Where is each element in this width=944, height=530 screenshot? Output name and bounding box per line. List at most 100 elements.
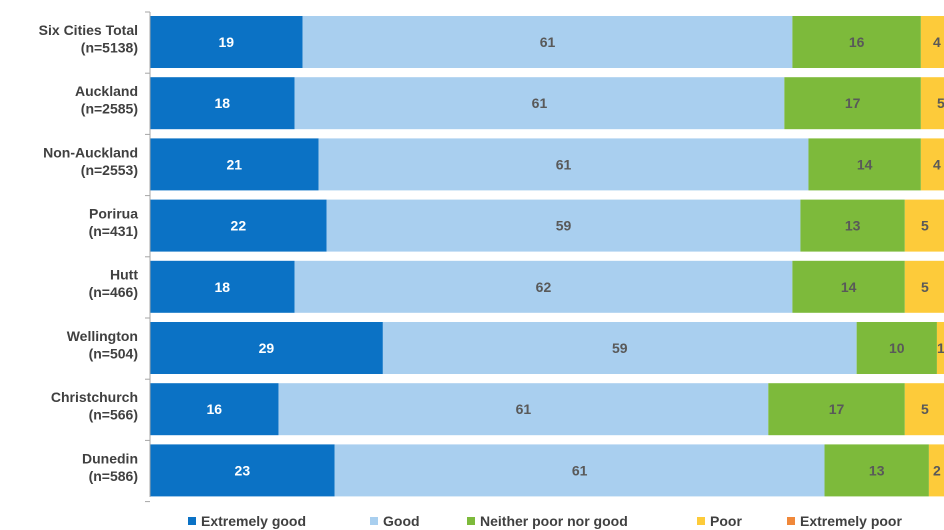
category-label-christchurch: Christchurch (n=566): [51, 389, 138, 423]
category-label-line: Dunedin: [82, 450, 138, 466]
bar-poor-six-cities-total: [920, 16, 944, 68]
bar-good-christchurch: [278, 383, 769, 436]
data-labels-layer: 19 61 16 418 61 17 521 61 14 422 59 13 518 62 14 529 59 1…: [206, 34, 944, 478]
data-label-extremely-good-auckland: 18: [214, 95, 230, 111]
bar-good-non-auckland: [318, 138, 809, 191]
bar-poor-non-auckland: [920, 138, 944, 191]
category-label-line: Auckland: [75, 83, 138, 99]
data-label-poor-wellington: 1: [937, 340, 944, 356]
category-label-hutt: Hutt (n=466): [89, 267, 139, 301]
bar-poor-hutt: [904, 260, 944, 313]
data-label-poor-christchurch: 5: [921, 401, 929, 417]
legend-swatch-extremely-poor: [787, 517, 795, 525]
data-label-good-porirua: 59: [556, 218, 572, 234]
category-label-line: Porirua: [89, 206, 138, 222]
category-label-line: (n=566): [89, 407, 138, 423]
category-label-porirua: Porirua (n=431): [89, 206, 139, 240]
category-label-six-cities-total: Six Cities Total (n=5138): [39, 22, 138, 56]
legend-swatch-neither-poor-nor-good: [467, 517, 475, 525]
bar-extremely-good-six-cities-total: [150, 16, 303, 68]
category-label-line: Hutt: [110, 267, 138, 283]
bar-neither-poor-nor-good-christchurch: [768, 383, 905, 436]
data-label-poor-porirua: 5: [921, 218, 929, 234]
bars-layer: [150, 16, 944, 497]
data-label-poor-non-auckland: 4: [933, 156, 941, 172]
data-label-good-wellington: 59: [612, 340, 628, 356]
data-label-neither-poor-nor-good-christchurch: 17: [829, 401, 845, 417]
data-label-extremely-good-porirua: 22: [231, 218, 247, 234]
y-axis: Six Cities Total (n=5138) Auckland (n=2585)…: [39, 11, 151, 503]
data-label-extremely-good-hutt: 18: [214, 279, 230, 295]
category-label-line: Wellington: [67, 328, 138, 344]
category-label-line: (n=504): [89, 345, 138, 361]
data-label-good-six-cities-total: 61: [540, 34, 556, 50]
data-label-good-non-auckland: 61: [556, 156, 572, 172]
data-label-good-hutt: 62: [536, 279, 552, 295]
bar-neither-poor-nor-good-wellington: [856, 322, 937, 374]
data-label-neither-poor-nor-good-non-auckland: 14: [857, 156, 873, 172]
bar-neither-poor-nor-good-dunedin: [824, 444, 929, 497]
bar-neither-poor-nor-good-non-auckland: [808, 138, 921, 191]
category-label-line: (n=5138): [81, 39, 138, 55]
category-label-line: (n=431): [89, 223, 138, 239]
category-label-line: Non-Auckland: [43, 144, 138, 160]
category-label-auckland: Auckland (n=2585): [75, 83, 138, 117]
data-label-extremely-good-wellington: 29: [259, 340, 275, 356]
data-label-poor-hutt: 5: [921, 279, 929, 295]
category-label-line: (n=466): [89, 284, 138, 300]
bar-good-dunedin: [334, 444, 825, 497]
category-label-line: (n=2585): [81, 101, 138, 117]
bar-neither-poor-nor-good-six-cities-total: [792, 16, 921, 68]
data-label-good-auckland: 61: [532, 95, 548, 111]
bar-good-auckland: [294, 77, 785, 130]
bar-poor-auckland: [920, 77, 944, 130]
data-label-neither-poor-nor-good-porirua: 13: [845, 218, 861, 234]
data-label-extremely-good-non-auckland: 21: [227, 156, 243, 172]
bar-extremely-good-dunedin: [150, 444, 335, 497]
data-label-extremely-good-dunedin: 23: [235, 462, 251, 478]
data-label-poor-auckland: 5: [937, 95, 944, 111]
legend-label-poor: Poor: [710, 513, 742, 529]
data-label-good-christchurch: 61: [516, 401, 532, 417]
legend-swatch-poor: [697, 517, 705, 525]
category-label-line: (n=586): [89, 468, 138, 484]
bar-poor-porirua: [904, 199, 944, 252]
legend-swatch-extremely-good: [188, 517, 196, 525]
data-label-extremely-good-christchurch: 16: [206, 401, 222, 417]
legend-swatch-good: [370, 517, 378, 525]
data-label-neither-poor-nor-good-auckland: 17: [845, 95, 861, 111]
data-label-extremely-good-six-cities-total: 19: [218, 34, 234, 50]
category-label-wellington: Wellington (n=504): [67, 328, 138, 362]
bar-good-six-cities-total: [302, 16, 793, 68]
legend-label-extremely-good: Extremely good: [201, 513, 306, 529]
bar-neither-poor-nor-good-auckland: [784, 77, 921, 130]
bar-poor-christchurch: [904, 383, 944, 436]
legend: Extremely good Good Neither poor nor good P…: [188, 513, 902, 529]
bar-extremely-good-wellington: [150, 322, 383, 374]
bar-good-wellington: [382, 322, 857, 374]
data-label-poor-dunedin: 2: [933, 462, 941, 478]
data-label-neither-poor-nor-good-hutt: 14: [841, 279, 857, 295]
data-label-neither-poor-nor-good-wellington: 10: [889, 340, 905, 356]
data-label-neither-poor-nor-good-six-cities-total: 16: [849, 34, 865, 50]
bar-extremely-good-non-auckland: [150, 138, 319, 191]
data-label-poor-six-cities-total: 4: [933, 34, 941, 50]
bar-good-porirua: [326, 199, 801, 252]
bar-neither-poor-nor-good-porirua: [800, 199, 905, 252]
category-label-line: Christchurch: [51, 389, 138, 405]
category-label-line: Six Cities Total: [39, 22, 138, 38]
legend-label-good: Good: [383, 513, 420, 529]
legend-label-extremely-poor: Extremely poor: [800, 513, 902, 529]
data-label-good-dunedin: 61: [572, 462, 588, 478]
bar-extremely-good-christchurch: [150, 383, 279, 436]
bar-neither-poor-nor-good-hutt: [792, 260, 905, 313]
bar-poor-dunedin: [928, 444, 944, 497]
bar-poor-wellington: [936, 322, 944, 374]
category-label-dunedin: Dunedin (n=586): [82, 450, 138, 484]
legend-label-neither-poor-nor-good: Neither poor nor good: [480, 513, 628, 529]
category-label-line: (n=2553): [81, 162, 138, 178]
bar-good-hutt: [294, 260, 793, 313]
bar-extremely-good-auckland: [150, 77, 295, 130]
